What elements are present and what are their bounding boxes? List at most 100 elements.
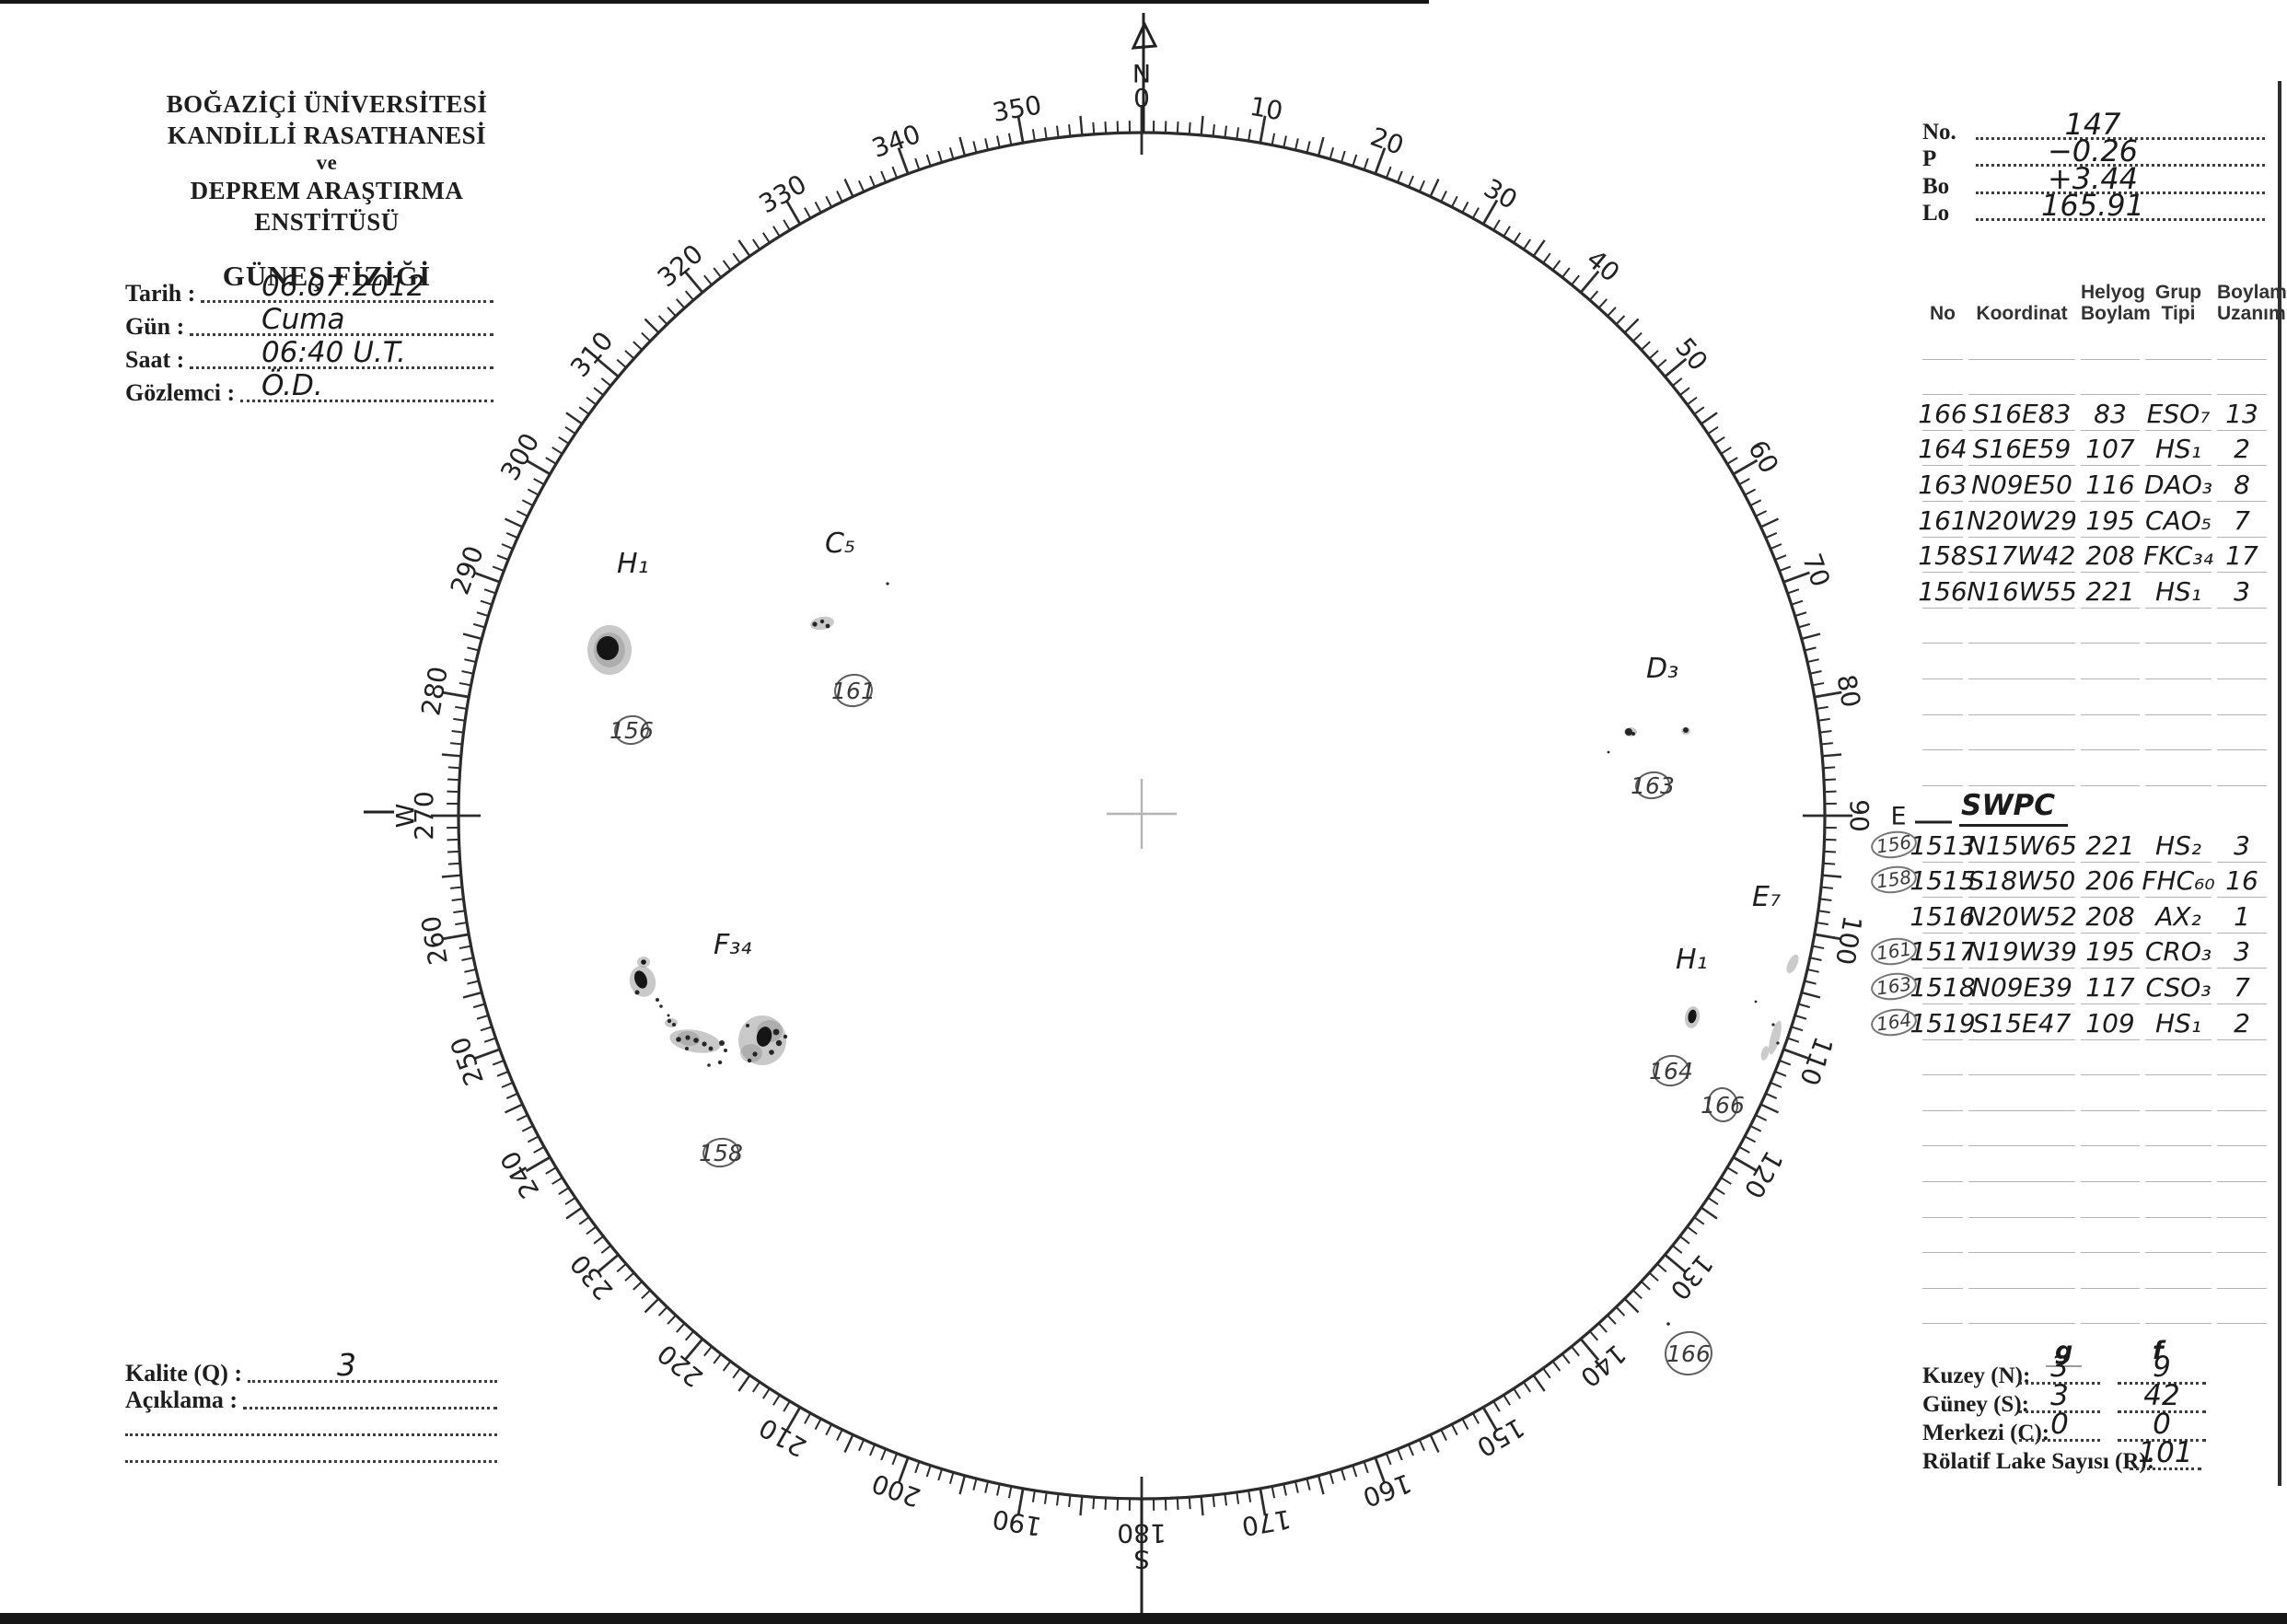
dotted-line [243, 1406, 497, 1409]
summary-row-kuzey: Kuzey (N): 3 9 [1922, 1351, 2276, 1389]
empty-row [1922, 360, 2274, 396]
dotted-line [1976, 136, 2265, 140]
north-pointer-icon [1131, 20, 1158, 50]
col-no: No [1930, 303, 1956, 324]
sunspot-dot [659, 1004, 663, 1008]
sunspot-faint [1786, 954, 1799, 974]
field-saat: Saat : 06:40 U.T. [125, 336, 493, 374]
group-type-label: C₅ [825, 528, 855, 560]
svg-text:170: 170 [1239, 1503, 1293, 1542]
sunspot-pen [740, 1044, 762, 1062]
sunspot-dot [886, 582, 889, 586]
sunspot-dot [1683, 727, 1689, 733]
field-tarih: Tarih : 06.07.2012 [125, 270, 493, 307]
ephemeris-block: No. 147 P −0.26 Bo +3.44 Lo 165.91 [1922, 107, 2265, 226]
dotted-line [1976, 191, 2265, 194]
summary-row-merkezi: Merkezi (C): 0 0 [1922, 1408, 2276, 1446]
dotted-line [201, 299, 493, 303]
department-title: GÜNEŞ FİZİĞİ [222, 260, 432, 292]
dotted-line [2118, 1438, 2206, 1442]
empty-row [1922, 679, 2274, 715]
swpc-row: 1516 N20W52 208 AX₂ 1 [1871, 898, 2274, 934]
observation-fields: Tarih : 06.07.2012 Gün : Cuma Saat : 06:… [125, 270, 493, 407]
sunspot-dot [693, 1038, 699, 1043]
empty-row [1871, 1289, 2274, 1325]
sunspot-dot [676, 1037, 681, 1042]
ephemeris-no: No. 147 [1922, 107, 2265, 145]
group-number-circle [1706, 1087, 1739, 1122]
dotted-line [2019, 1381, 2100, 1385]
dotted-line [1976, 217, 2265, 221]
empty-row [1871, 1075, 2274, 1111]
svg-text:310: 310 [564, 326, 620, 383]
summary-row-relative: Rölatif Lake Sayısı (R): 101 [1922, 1436, 2276, 1475]
dotted-line [248, 1379, 497, 1383]
sunspot-dot [672, 1023, 676, 1027]
empty-row [1871, 1146, 2274, 1182]
sunspot-faint [1769, 1020, 1782, 1055]
cardinal-N: N [1132, 60, 1151, 88]
dotted-line [190, 332, 493, 336]
empty-row [1871, 1218, 2274, 1254]
empty-row [1871, 1111, 2274, 1147]
field-label: P [1922, 146, 1937, 171]
group-row: 161 N20W29 195 CAO₅ 7 [1918, 502, 2274, 538]
group-row: 164 S16E59 107 HS₁ 2 [1918, 431, 2274, 467]
group-number-label: 161 [831, 678, 876, 704]
ephemeris-bo: Bo +3.44 [1922, 161, 2265, 200]
group-type-label: D₃ [1646, 653, 1678, 685]
sunspot-umb [641, 959, 646, 965]
field-value: 06:40 U.T. [261, 336, 406, 369]
scan-edge-bottom [0, 1613, 2287, 1624]
svg-text:100: 100 [1829, 913, 1868, 967]
note-line [125, 1414, 497, 1441]
sunspot-dot [656, 998, 659, 1002]
svg-text:220: 220 [652, 1338, 709, 1393]
note-line [125, 1441, 497, 1467]
group-row: 158 S17W42 208 FKC₃₄ 17 [1918, 538, 2274, 574]
svg-text:190: 190 [990, 1503, 1043, 1542]
sunspot-dot [812, 621, 818, 627]
svg-text:160: 160 [1359, 1467, 1416, 1513]
svg-text:60: 60 [1742, 435, 1784, 478]
group-number-label: 166 [1701, 1092, 1745, 1119]
field-value: Cuma [261, 303, 345, 336]
dotted-line [2019, 1409, 2100, 1413]
dotted-line [2130, 1467, 2201, 1470]
svg-text:50: 50 [1669, 332, 1713, 377]
empty-row [1871, 1253, 2274, 1289]
sunspot-umb [597, 636, 619, 660]
col-uzanim: Boylam. Uzanım [2217, 282, 2287, 324]
empty-row [1922, 324, 2274, 360]
swpc-title-row: SWPC [1871, 789, 2274, 827]
field-label: Lo [1922, 201, 1950, 226]
group-number-circle [1665, 1330, 1712, 1376]
swpc-row: 158 1515 S18W50 206 FHC₆₀ 16 [1869, 863, 2274, 899]
dotted-line [125, 1433, 497, 1436]
field-label: Açıklama : [125, 1386, 238, 1413]
sunspot-dot [752, 1051, 758, 1057]
group-number-circle [1635, 771, 1670, 800]
scan-edge-top [0, 0, 1429, 4]
summary-block: g f Kuzey (N): 3 9 Güney (S): 3 42 Merke… [1922, 1337, 2276, 1475]
svg-text:210: 210 [754, 1412, 812, 1463]
sunspot-dot [1625, 728, 1632, 736]
f-column-header: f [2153, 1337, 2164, 1365]
sunspot-group-163: D₃ 163 [1607, 653, 1690, 800]
field-aciklama: Açıklama : [125, 1386, 497, 1414]
scan-edge-right [2278, 81, 2281, 1486]
sunspot-dot [708, 1046, 714, 1051]
svg-text:270: 270 [409, 791, 439, 840]
center-cross [1107, 779, 1177, 849]
sunspot-dot [717, 1060, 723, 1065]
empty-row [1922, 715, 2274, 751]
group-number-label: 156 [609, 717, 654, 744]
svg-text:350: 350 [990, 89, 1043, 128]
groups-table-body: 166 S16E83 83 ESO₇ 13 164 S16E59 107 HS₁ 2 163 N09E… [1918, 324, 2274, 786]
sunspot-umb [633, 970, 648, 989]
sunspot-dot [1754, 1000, 1758, 1003]
institution-line: KANDİLLİ RASATHANESİ [167, 122, 487, 149]
field-value: +3.44 [2047, 160, 2139, 196]
dotted-line [125, 1459, 497, 1463]
